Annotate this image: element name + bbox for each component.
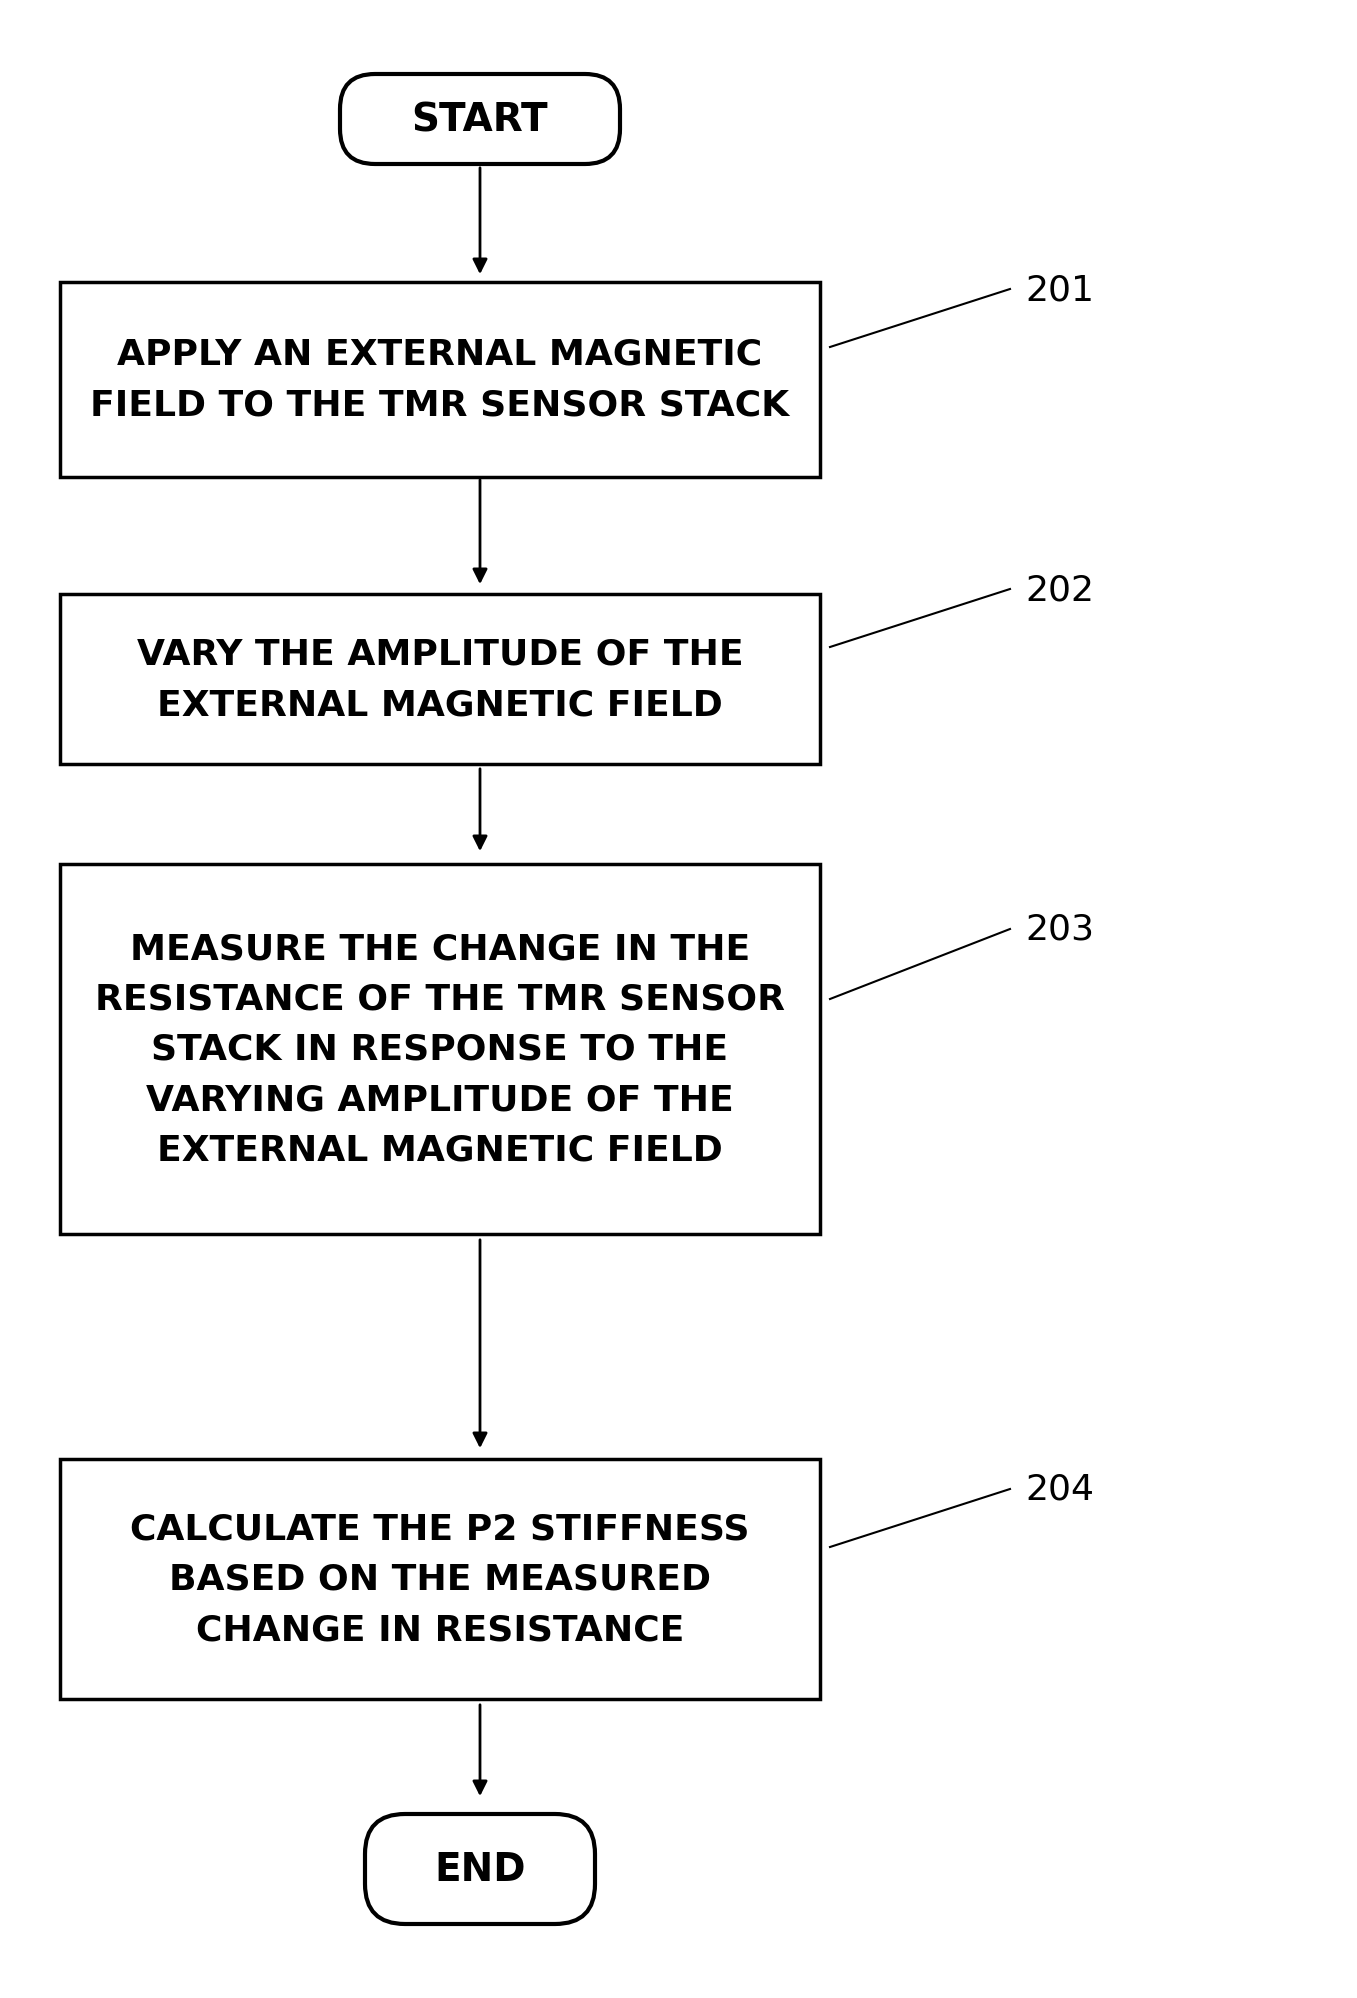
Text: MEASURE THE CHANGE IN THE
RESISTANCE OF THE TMR SENSOR
STACK IN RESPONSE TO THE
: MEASURE THE CHANGE IN THE RESISTANCE OF … xyxy=(95,933,784,1167)
Text: VARY THE AMPLITUDE OF THE
EXTERNAL MAGNETIC FIELD: VARY THE AMPLITUDE OF THE EXTERNAL MAGNE… xyxy=(137,637,744,721)
Text: 204: 204 xyxy=(1025,1473,1094,1506)
Bar xyxy=(60,865,820,1235)
Text: 201: 201 xyxy=(1025,274,1094,308)
Bar xyxy=(60,282,820,478)
Bar xyxy=(60,1459,820,1698)
Text: END: END xyxy=(434,1850,525,1888)
Text: APPLY AN EXTERNAL MAGNETIC
FIELD TO THE TMR SENSOR STACK: APPLY AN EXTERNAL MAGNETIC FIELD TO THE … xyxy=(91,338,790,422)
Text: CALCULATE THE P2 STIFFNESS
BASED ON THE MEASURED
CHANGE IN RESISTANCE: CALCULATE THE P2 STIFFNESS BASED ON THE … xyxy=(130,1512,750,1646)
Bar xyxy=(60,595,820,765)
Text: START: START xyxy=(411,102,548,140)
FancyBboxPatch shape xyxy=(365,1814,594,1924)
FancyBboxPatch shape xyxy=(341,76,620,166)
Text: 203: 203 xyxy=(1025,913,1094,947)
Text: 202: 202 xyxy=(1025,573,1094,607)
